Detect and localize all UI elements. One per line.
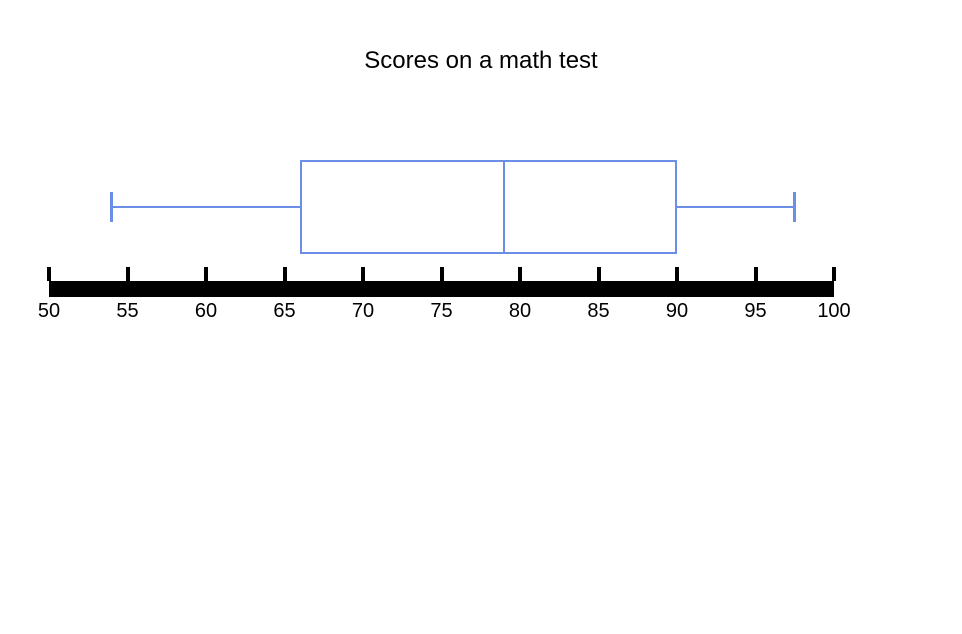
x-axis-tick-label: 85	[587, 300, 609, 323]
median-line	[503, 160, 505, 254]
chart-title: Scores on a math test	[364, 47, 597, 75]
x-axis-tick	[283, 267, 287, 281]
x-axis-tick-label: 50	[38, 300, 60, 323]
x-axis-tick	[518, 267, 522, 281]
x-axis-tick	[126, 267, 130, 281]
x-axis-tick-label: 80	[509, 300, 531, 323]
x-axis-tick	[675, 267, 679, 281]
x-axis-tick	[361, 267, 365, 281]
x-axis-tick-label: 100	[817, 300, 850, 323]
x-axis-tick	[832, 267, 836, 281]
x-axis-tick	[597, 267, 601, 281]
x-axis-tick-label: 75	[430, 300, 452, 323]
x-axis-tick-label: 90	[666, 300, 688, 323]
x-axis-tick-label: 95	[744, 300, 766, 323]
whisker-line-upper	[677, 206, 795, 208]
x-axis-tick-label: 70	[352, 300, 374, 323]
whisker-cap-max	[793, 192, 796, 222]
x-axis-tick	[47, 267, 51, 281]
x-axis-tick-label: 60	[195, 300, 217, 323]
whisker-line-lower	[112, 206, 300, 208]
box-iqr	[300, 160, 677, 254]
x-axis-tick	[204, 267, 208, 281]
x-axis-tick-label: 65	[273, 300, 295, 323]
x-axis-bar	[49, 281, 834, 297]
x-axis-tick	[440, 267, 444, 281]
x-axis-tick	[754, 267, 758, 281]
x-axis-tick-label: 55	[116, 300, 138, 323]
